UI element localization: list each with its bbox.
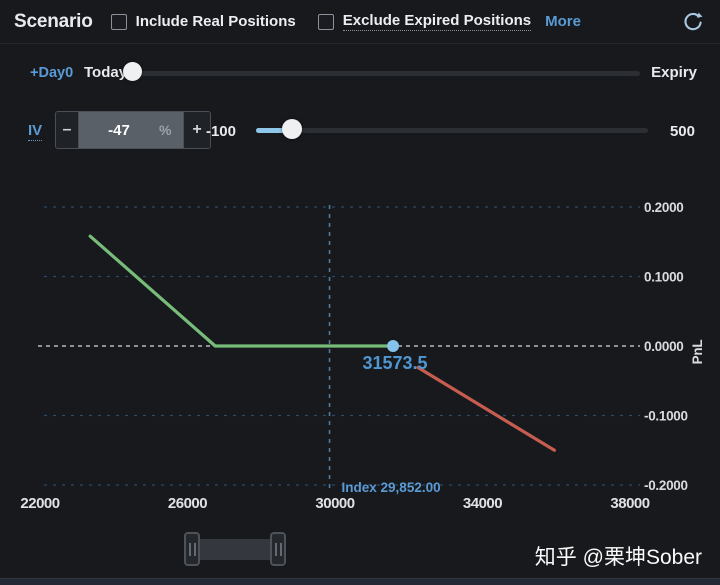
x-tick-label: 22000	[20, 495, 59, 512]
bottom-panel-edge	[0, 578, 720, 585]
range-scrollbar	[0, 529, 720, 571]
iv-slider-fill	[256, 128, 293, 133]
y-tick-label: 0.1000	[644, 270, 684, 285]
x-tick-label: 34000	[463, 495, 502, 512]
iv-slider-min-label: -100	[205, 123, 236, 140]
price-marker-label: 31573.5	[362, 353, 427, 373]
grip-icon	[274, 542, 277, 556]
grip-icon	[188, 542, 191, 556]
more-link[interactable]: More	[545, 13, 581, 30]
checkbox-box[interactable]	[110, 13, 127, 30]
x-tick-label: 26000	[168, 495, 207, 512]
iv-row: IV – -47 % + -100 500	[0, 108, 720, 154]
refresh-icon[interactable]	[682, 11, 704, 33]
iv-increment-button[interactable]: +	[183, 112, 210, 148]
grip-icon	[193, 542, 196, 556]
day-slider-row: +Day0 Today Expiry	[0, 58, 720, 88]
day-slider-track[interactable]	[127, 71, 640, 76]
pnl-series-loss	[416, 365, 557, 452]
day-offset-label: +Day0	[30, 65, 74, 81]
iv-slider-max-label: 500	[669, 123, 695, 140]
day-slider-handle[interactable]	[123, 62, 142, 81]
y-tick-label: 0.2000	[644, 200, 684, 215]
checkbox-exclude-expired-positions[interactable]: Exclude Expired Positions	[317, 12, 532, 31]
pnl-series-profit	[88, 234, 392, 348]
y-tick-label: 0.0000	[644, 339, 684, 354]
range-scrollbar-bar[interactable]	[192, 539, 278, 560]
iv-unit: %	[159, 122, 172, 138]
x-tick-label: 38000	[610, 495, 649, 512]
checkbox-label: Exclude Expired Positions	[342, 12, 532, 31]
iv-label: IV	[28, 122, 43, 141]
index-price-label: Index 29,852.00	[342, 480, 441, 495]
expiry-label: Expiry	[651, 64, 697, 81]
checkbox-include-real-positions[interactable]: Include Real Positions	[110, 13, 296, 30]
checkbox-label: Include Real Positions	[135, 13, 296, 30]
y-axis-title: PnL	[690, 340, 705, 365]
header-bar: Scenario Include Real Positions Exclude …	[0, 0, 720, 44]
watermark: 知乎 @栗坤Sober	[534, 546, 702, 569]
today-label: Today	[84, 64, 128, 81]
x-tick-label: 30000	[315, 495, 354, 512]
iv-decrement-button[interactable]: –	[56, 112, 79, 148]
pnl-chart: 0.2000 0.1000 0.0000 -0.1000 -0.2000 22000 260…	[20, 200, 705, 512]
iv-value: -47	[108, 121, 130, 139]
y-tick-label: -0.2000	[644, 478, 688, 493]
iv-slider-handle[interactable]	[282, 119, 302, 139]
price-marker-dot[interactable]	[387, 340, 400, 352]
iv-value-field[interactable]: -47 %	[79, 112, 183, 148]
checkbox-box[interactable]	[317, 13, 334, 30]
range-scrollbar-right-handle[interactable]	[270, 532, 286, 566]
y-tick-label: -0.1000	[644, 409, 688, 424]
range-scrollbar-left-handle[interactable]	[184, 532, 200, 566]
page-title: Scenario	[14, 10, 93, 32]
iv-stepper: – -47 % +	[55, 111, 211, 149]
iv-slider-track[interactable]	[256, 128, 648, 133]
grip-icon	[279, 542, 282, 556]
